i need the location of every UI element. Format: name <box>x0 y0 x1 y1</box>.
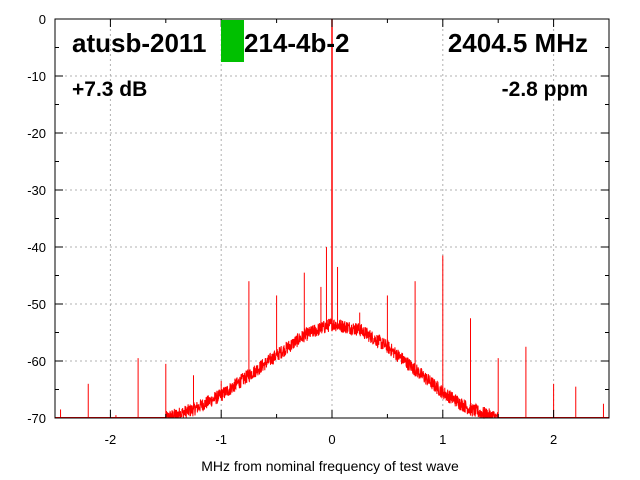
drift-label: -2.8 ppm <box>502 78 588 101</box>
device-label: atusb-2011 <box>72 28 206 58</box>
y-tick-label: -60 <box>27 354 46 369</box>
axis-ticks <box>54 18 610 419</box>
frequency-label: 2404.5 MHz <box>448 28 588 58</box>
x-axis-label: MHz from nominal frequency of test wave <box>201 458 459 474</box>
y-tick-label: 0 <box>39 12 46 27</box>
x-tick-label: -2 <box>105 432 117 447</box>
y-tick-label: -50 <box>27 297 46 312</box>
tick-labels: 0-10-20-30-40-50-60-70-2 -1 0 1 2 <box>27 12 557 447</box>
device-suffix-label: 214-4b-2 <box>244 28 350 58</box>
x-tick-label: -1 <box>215 432 227 447</box>
x-tick-label: 0 <box>328 432 335 447</box>
y-tick-label: -30 <box>27 183 46 198</box>
x-tick-label: 2 <box>550 432 557 447</box>
redaction-block <box>221 20 244 62</box>
plot-area <box>55 19 609 420</box>
y-tick-label: -70 <box>27 411 46 426</box>
gain-label: +7.3 dB <box>72 78 147 101</box>
y-tick-label: -40 <box>27 240 46 255</box>
y-tick-label: -10 <box>27 69 46 84</box>
x-tick-label: 1 <box>439 432 446 447</box>
y-tick-label: -20 <box>27 126 46 141</box>
